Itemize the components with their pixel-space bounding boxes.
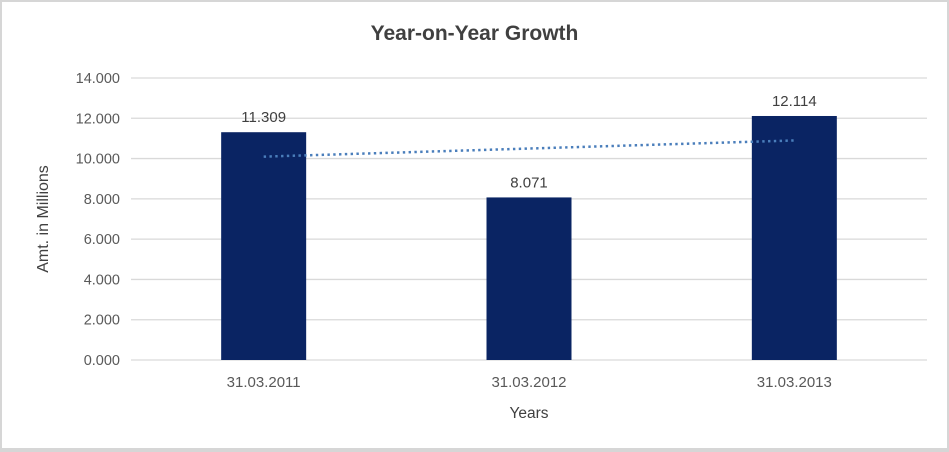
y-axis-tick-label: 12.000	[76, 111, 120, 127]
chart-title: Year-on-Year Growth	[370, 22, 579, 45]
x-axis-tick-label: 31.03.2013	[757, 374, 832, 391]
trendline	[263, 139, 795, 158]
y-axis-title: Amt. in Millions	[35, 165, 52, 273]
bar-value-label: 12.114	[772, 93, 817, 110]
bar-31.03.2011	[221, 132, 307, 360]
bar-value-label: 11.309	[241, 109, 286, 126]
bar-value-label: 8.071	[510, 174, 548, 191]
bar-31.03.2013	[751, 115, 837, 360]
bar-31.03.2012	[486, 197, 572, 360]
x-axis-tick-label: 31.03.2011	[227, 374, 301, 391]
y-axis-tick-label: 8.000	[84, 192, 120, 208]
y-axis-tick-label: 2.000	[84, 313, 120, 329]
x-axis-title: Years	[509, 405, 548, 422]
x-axis-tick-label: 31.03.2012	[491, 374, 566, 391]
y-axis-tick-label: 6.000	[84, 232, 120, 248]
y-axis-tick-label: 4.000	[84, 272, 120, 288]
y-axis-tick-label: 14.000	[76, 71, 120, 87]
y-axis-tick-label: 10.000	[76, 152, 120, 168]
y-axis-tick-label: 0.000	[84, 353, 120, 369]
